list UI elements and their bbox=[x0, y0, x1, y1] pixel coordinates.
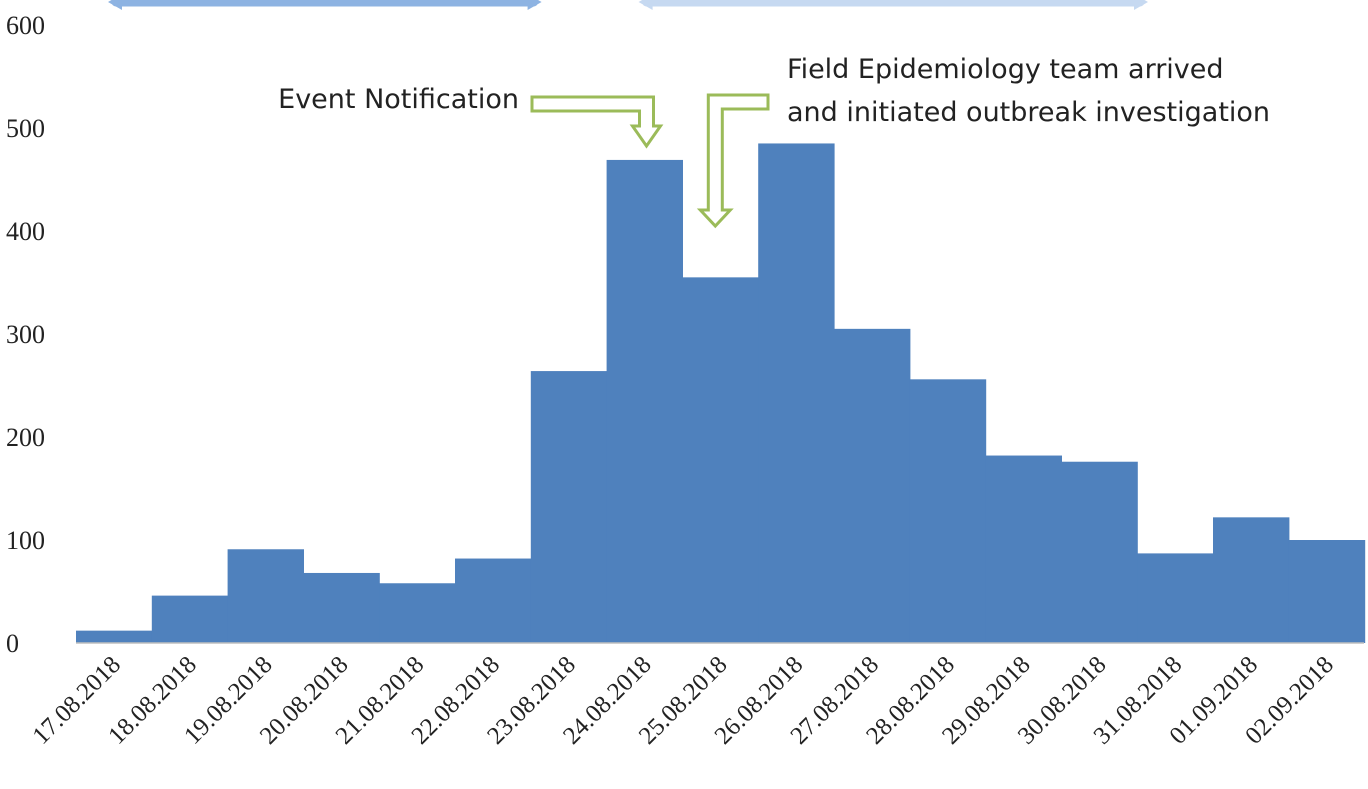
y-axis-ticks: 0 100 200 300 400 500 600 bbox=[6, 11, 45, 658]
bar-19.08.2018 bbox=[227, 549, 304, 643]
bar-18.08.2018 bbox=[151, 595, 229, 643]
bar-26.08.2018 bbox=[758, 143, 835, 643]
bar-25.08.2018 bbox=[682, 277, 759, 643]
y-tick-label: 600 bbox=[6, 11, 45, 40]
bar-20.08.2018 bbox=[303, 572, 380, 643]
bar-21.08.2018 bbox=[379, 583, 456, 643]
top-brackets bbox=[108, 0, 1148, 10]
bar-24.08.2018 bbox=[606, 159, 683, 643]
y-tick-label: 100 bbox=[6, 526, 45, 555]
y-tick-label: 200 bbox=[6, 423, 45, 452]
y-tick-label: 400 bbox=[6, 217, 45, 246]
bar-23.08.2018 bbox=[530, 371, 608, 643]
event-notification-arrow bbox=[530, 95, 664, 149]
bar-17.08.2018 bbox=[76, 630, 153, 643]
bar-28.08.2018 bbox=[909, 379, 987, 643]
y-tick-label: 500 bbox=[6, 114, 45, 143]
bar-22.08.2018 bbox=[455, 558, 532, 643]
field-team-arrow bbox=[696, 93, 770, 229]
x-axis-ticks: 17.08.201818.08.201819.08.201820.08.2018… bbox=[28, 651, 1339, 750]
bar-31.08.2018 bbox=[1137, 553, 1214, 643]
annotation-event-notification: Event Notification bbox=[278, 84, 519, 115]
annotation-arrows bbox=[530, 93, 770, 229]
bar-29.08.2018 bbox=[985, 455, 1062, 643]
bar-02.09.2018 bbox=[1288, 540, 1366, 643]
bar-27.08.2018 bbox=[834, 328, 911, 643]
bar-01.09.2018 bbox=[1213, 517, 1290, 643]
bars bbox=[76, 143, 1366, 643]
y-tick-label: 0 bbox=[6, 629, 19, 658]
period-bracket bbox=[638, 0, 1148, 10]
annotation-field-team-line1: Field Epidemiology team arrived bbox=[787, 54, 1224, 85]
period-bracket bbox=[108, 0, 542, 10]
annotation-field-team-line2: and initiated outbreak investigation bbox=[787, 97, 1270, 128]
y-tick-label: 300 bbox=[6, 320, 45, 349]
bar-30.08.2018 bbox=[1061, 461, 1138, 643]
